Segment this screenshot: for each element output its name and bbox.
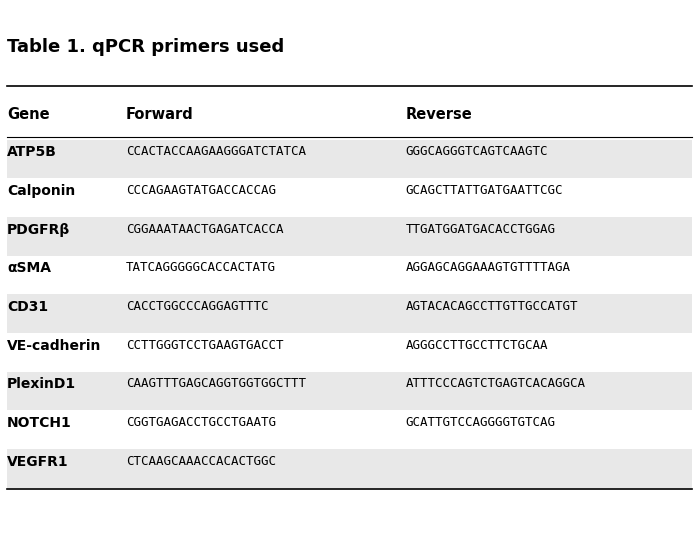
Text: AGGAGCAGGAAAGTGTTTTAGA: AGGAGCAGGAAAGTGTTTTAGA [405, 262, 570, 274]
Bar [7, 294, 692, 333]
Text: GGGCAGGGTCAGTCAAGTC: GGGCAGGGTCAGTCAAGTC [405, 146, 548, 158]
Text: ATTTCCCAGTCTGAGTCACAGGCA: ATTTCCCAGTCTGAGTCACAGGCA [405, 378, 586, 390]
Text: ATP5B: ATP5B [7, 146, 57, 159]
Text: CCACTACCAAGAAGGGATCTATCA: CCACTACCAAGAAGGGATCTATCA [126, 146, 306, 158]
Text: CTCAAGCAAACCACACTGGC: CTCAAGCAAACCACACTGGC [126, 455, 276, 468]
Text: CCTTGGGTCCTGAAGTGACCT: CCTTGGGTCCTGAAGTGACCT [126, 339, 283, 352]
Text: VE-cadherin: VE-cadherin [7, 339, 101, 353]
Text: TATCAGGGGGCACCACTATG: TATCAGGGGGCACCACTATG [126, 262, 276, 274]
Bar [7, 140, 692, 178]
Text: GCAGCTTATTGATGAATTCGC: GCAGCTTATTGATGAATTCGC [405, 184, 563, 197]
Text: AGGGCCTTGCCTTCTGCAA: AGGGCCTTGCCTTCTGCAA [405, 339, 548, 352]
Text: CAAGTTTGAGCAGGTGGTGGCTTT: CAAGTTTGAGCAGGTGGTGGCTTT [126, 378, 306, 390]
Text: GCATTGTCCAGGGGTGTCAG: GCATTGTCCAGGGGTGTCAG [405, 416, 556, 429]
Bar [7, 217, 692, 256]
Text: TTGATGGATGACACCTGGAG: TTGATGGATGACACCTGGAG [405, 223, 556, 236]
Text: CCCAGAAGTATGACCACCAG: CCCAGAAGTATGACCACCAG [126, 184, 276, 197]
Text: Calponin: Calponin [7, 184, 75, 198]
Text: Forward: Forward [126, 107, 194, 122]
Text: CGGAAATAACTGAGATCACCA: CGGAAATAACTGAGATCACCA [126, 223, 283, 236]
Text: Gene: Gene [7, 107, 50, 122]
Text: CGGTGAGACCTGCCTGAATG: CGGTGAGACCTGCCTGAATG [126, 416, 276, 429]
Text: PlexinD1: PlexinD1 [7, 378, 76, 391]
Text: Reverse: Reverse [405, 107, 472, 122]
Text: CD31: CD31 [7, 300, 48, 314]
Text: Table 1. qPCR primers used: Table 1. qPCR primers used [7, 38, 284, 56]
Bar [7, 372, 692, 410]
Text: AGTACACAGCCTTGTTGCCATGT: AGTACACAGCCTTGTTGCCATGT [405, 300, 578, 313]
Text: PDGFRβ: PDGFRβ [7, 223, 70, 237]
Text: CACCTGGCCCAGGAGTTTC: CACCTGGCCCAGGAGTTTC [126, 300, 268, 313]
Text: NOTCH1: NOTCH1 [7, 416, 72, 430]
Bar [7, 449, 692, 488]
Text: VEGFR1: VEGFR1 [7, 455, 69, 469]
Text: αSMA: αSMA [7, 262, 51, 275]
